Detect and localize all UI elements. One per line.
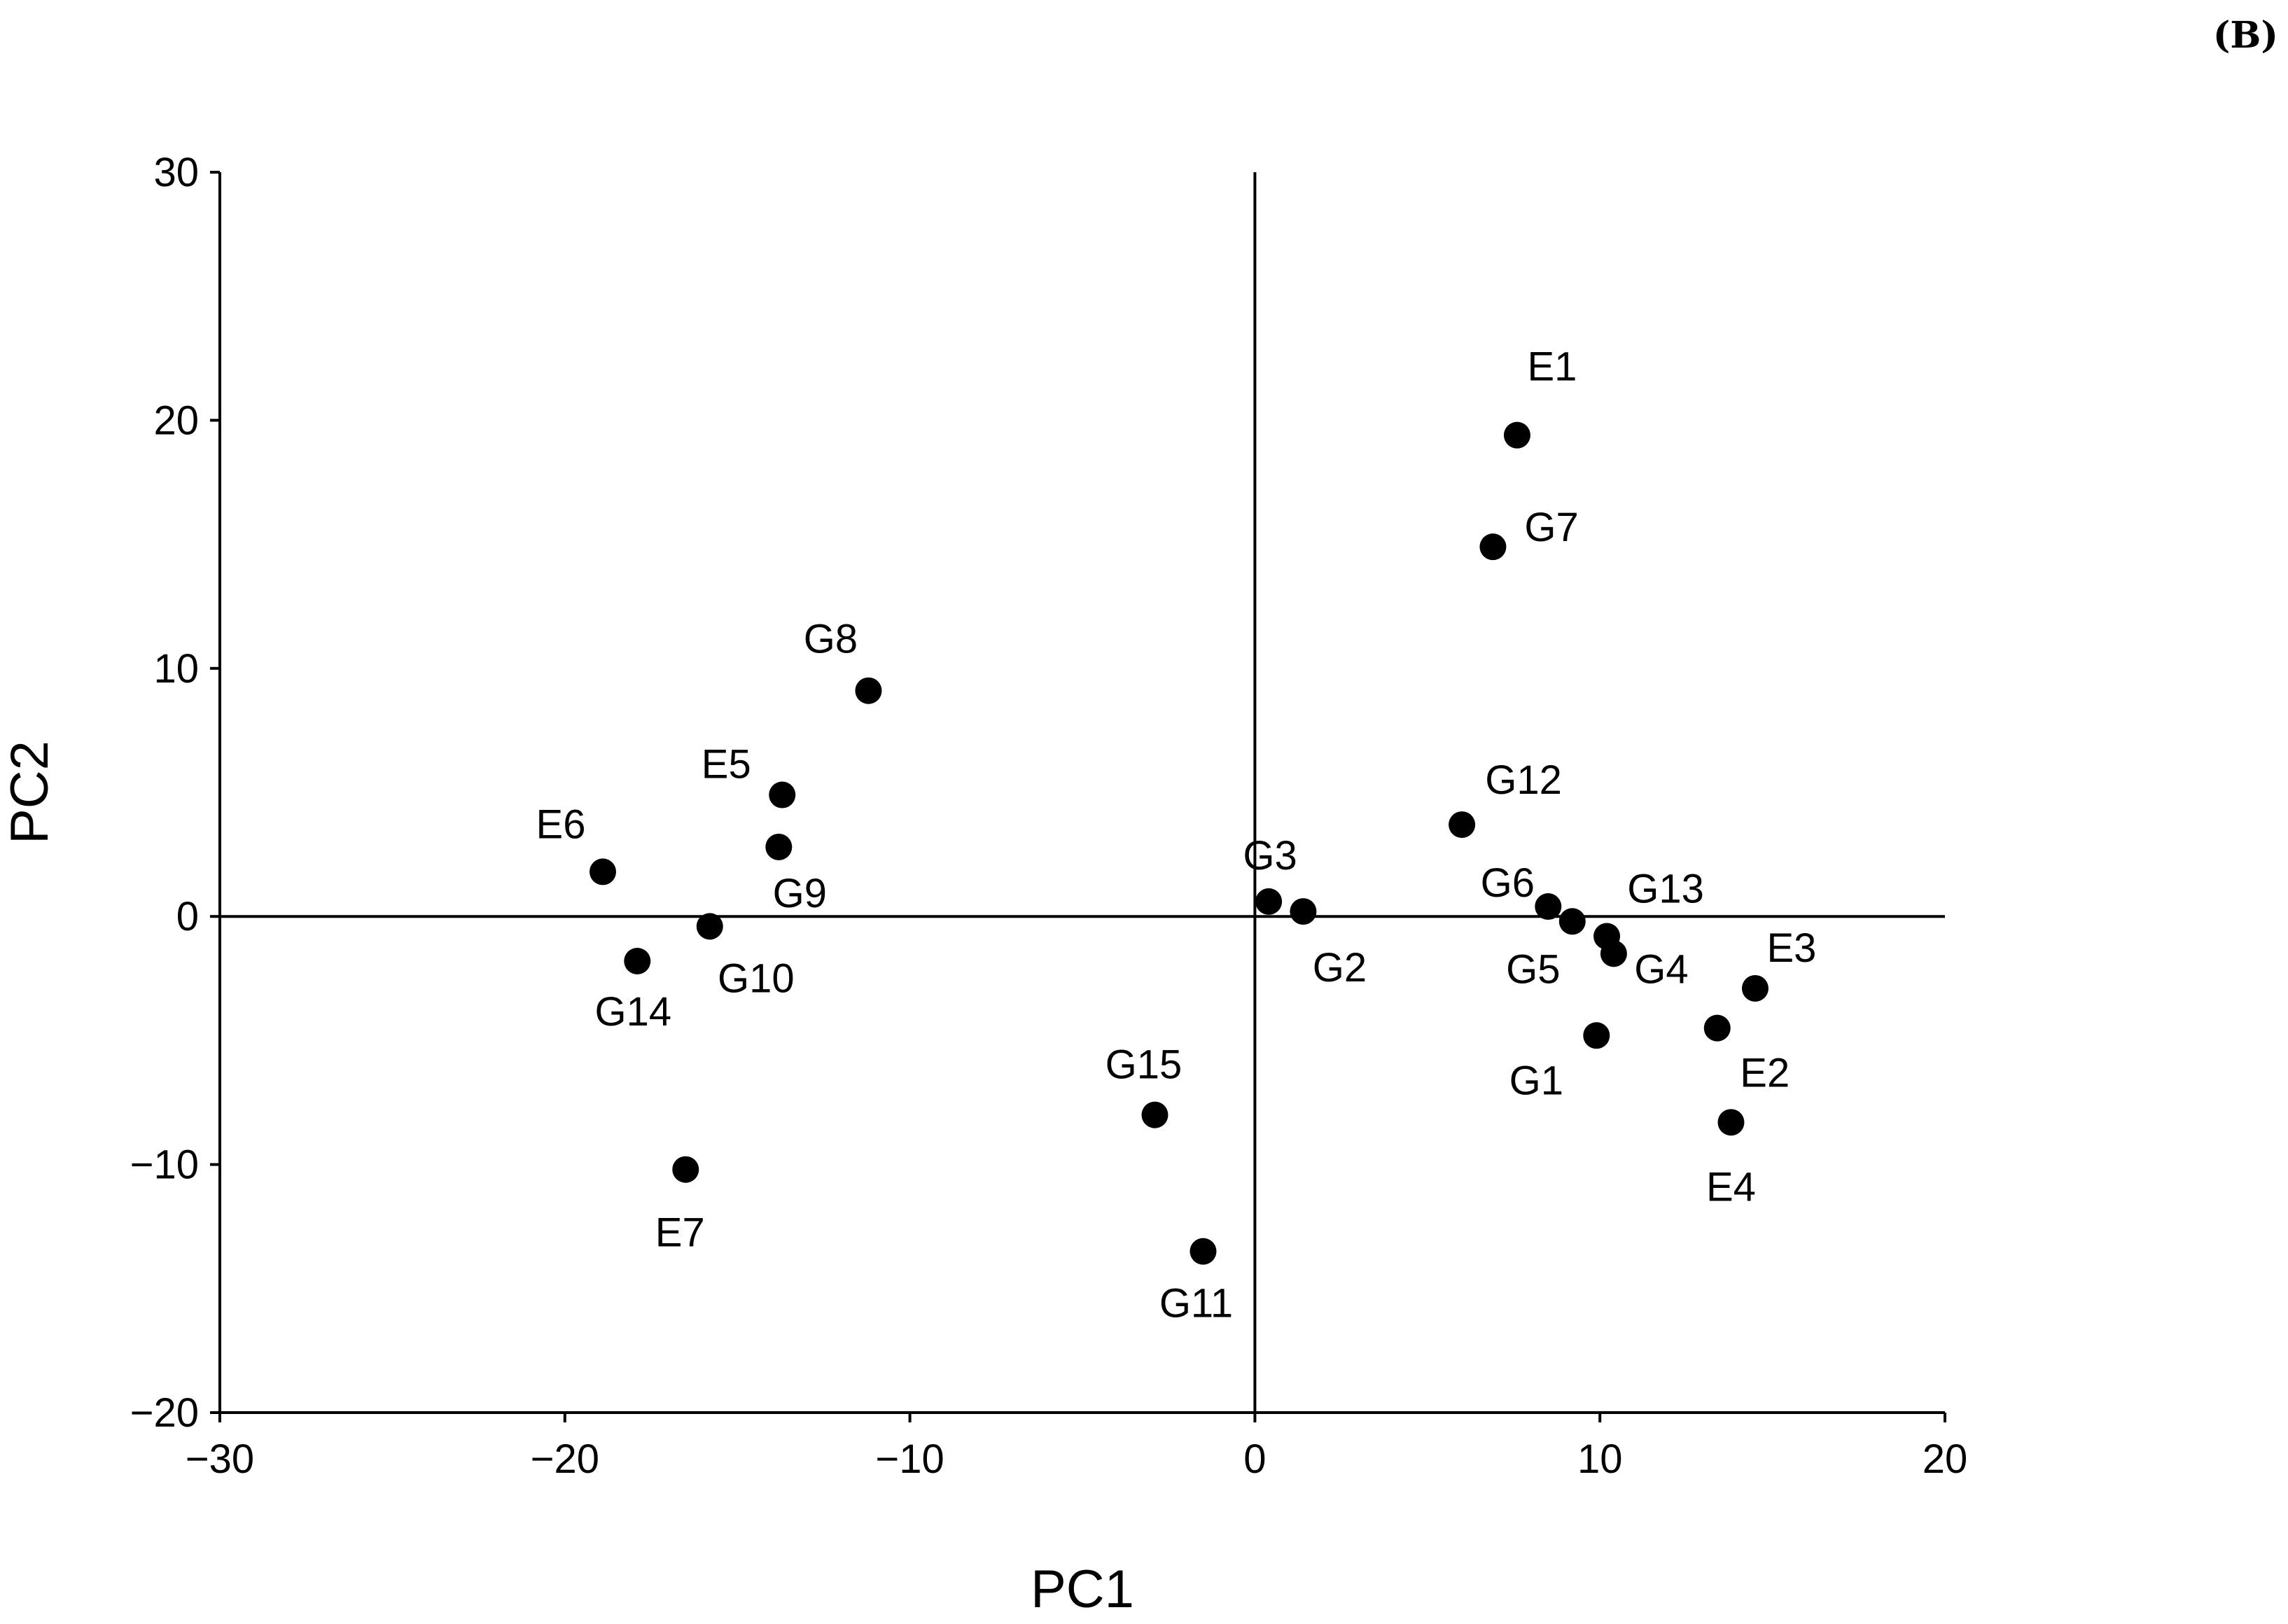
point-label-g8: G8 [804, 617, 858, 662]
point-label-g3: G3 [1243, 833, 1297, 878]
data-point-g10 [696, 913, 723, 940]
y-tick-label: −20 [130, 1390, 199, 1436]
panel-label: (B) [2213, 14, 2278, 57]
data-point-g3 [1255, 888, 1283, 915]
y-tick-label: 30 [153, 150, 199, 195]
y-ticks: −20 −10 0 10 20 30 [130, 150, 220, 1436]
x-tick-label: 0 [1243, 1436, 1266, 1482]
x-ticks: −30 −20 −10 0 10 20 [186, 1413, 1967, 1482]
x-tick-label: −10 [875, 1436, 944, 1482]
y-axis-title: PC2 [0, 741, 60, 844]
data-point-g6 [1535, 893, 1562, 920]
point-label-g13: G13 [1627, 867, 1704, 912]
x-tick-label: −20 [531, 1436, 599, 1482]
point-label-g1: G1 [1509, 1058, 1563, 1103]
data-point-g8 [855, 677, 882, 704]
data-point-g9 [765, 833, 793, 860]
point-label-g11: G11 [1159, 1281, 1233, 1326]
data-point-e5 [769, 781, 796, 808]
point-label-g2: G2 [1313, 945, 1367, 990]
point-label-g12: G12 [1485, 757, 1562, 803]
x-tick-label: 10 [1577, 1436, 1623, 1482]
data-point-e1 [1503, 421, 1530, 449]
point-label-g10: G10 [718, 955, 795, 1001]
data-point-g1 [1583, 1022, 1610, 1049]
point-label-g4: G4 [1634, 946, 1688, 992]
data-point-e3 [1741, 974, 1769, 1002]
data-point-e4 [1717, 1109, 1745, 1136]
point-label-e7: E7 [655, 1210, 705, 1256]
data-point-e6 [590, 858, 617, 886]
point-label-g5: G5 [1506, 946, 1560, 992]
x-axis-title: PC1 [1031, 1560, 1134, 1619]
point-label-g6: G6 [1481, 860, 1535, 906]
y-tick-label: 10 [153, 646, 199, 692]
data-point-g7 [1479, 533, 1507, 561]
data-point-g15 [1141, 1101, 1169, 1128]
data-point-g4 [1600, 940, 1627, 967]
x-tick-label: 20 [1923, 1436, 1968, 1482]
data-points: E1 G7 G8 E5 G9 E6 G10 G14 E7 G15 G11 G3 G2 G12 G6 G5 G13… [536, 344, 1817, 1326]
point-label-g15: G15 [1105, 1042, 1183, 1088]
point-label-e6: E6 [536, 802, 586, 847]
point-label-e4: E4 [1706, 1164, 1756, 1210]
point-label-e1: E1 [1527, 344, 1577, 390]
y-tick-label: 0 [176, 894, 199, 939]
x-tick-label: −30 [186, 1436, 254, 1482]
point-label-e2: E2 [1740, 1051, 1790, 1096]
point-label-e3: E3 [1766, 925, 1816, 971]
data-point-e7 [672, 1156, 699, 1183]
point-label-g7: G7 [1524, 505, 1578, 550]
data-point-g5 [1558, 908, 1586, 935]
point-label-e5: E5 [702, 742, 751, 788]
point-label-g9: G9 [773, 871, 827, 916]
data-point-g2 [1290, 898, 1317, 925]
data-point-g11 [1190, 1238, 1217, 1265]
point-label-g14: G14 [594, 989, 671, 1035]
data-point-e2 [1703, 1014, 1731, 1042]
data-point-g12 [1449, 811, 1476, 839]
y-tick-label: 20 [153, 398, 199, 443]
y-tick-label: −10 [130, 1142, 199, 1188]
data-point-g14 [624, 947, 651, 974]
